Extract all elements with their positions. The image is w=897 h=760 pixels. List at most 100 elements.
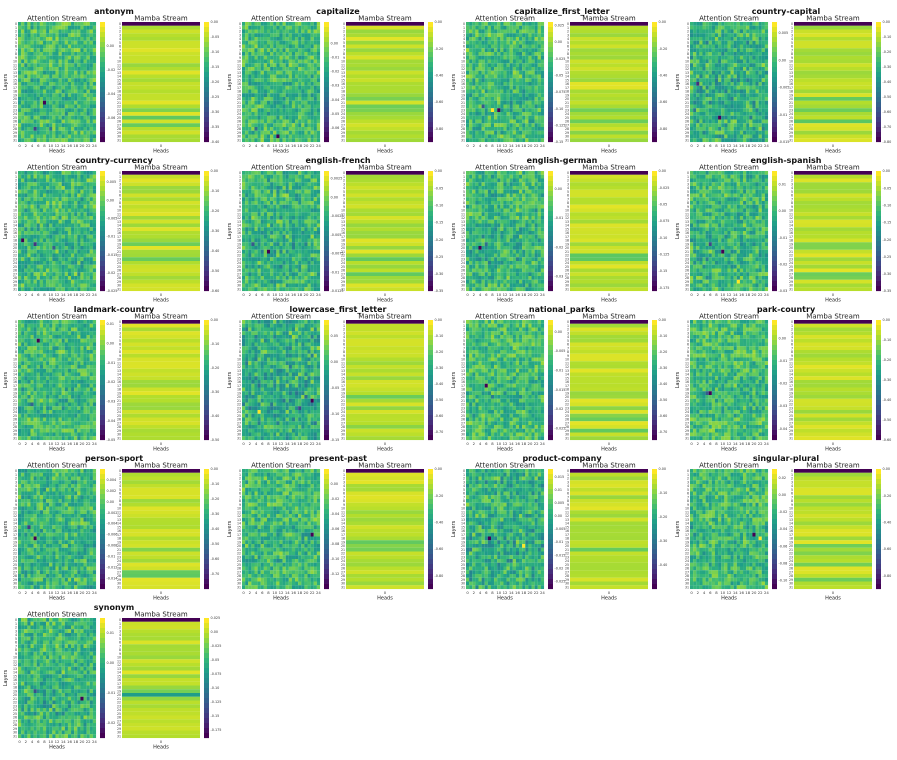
attention-cell: [43, 48, 46, 52]
colorbar-segment: [204, 82, 209, 87]
attention-cell: [254, 138, 257, 142]
attention-cell: [270, 120, 273, 124]
attention-cell: [488, 63, 491, 67]
attention-cell: [532, 30, 535, 34]
attention-cell: [46, 101, 49, 105]
attention-cell: [46, 41, 49, 45]
attention-cell: [519, 22, 522, 26]
attention-cell: [283, 22, 286, 26]
attention-cell: [497, 108, 500, 112]
head-tick-label: 20: [304, 143, 309, 148]
attention-cell: [270, 78, 273, 82]
attention-cell: [27, 101, 30, 105]
attention-cell: [87, 97, 90, 101]
layer-tick-label: 31: [117, 138, 121, 142]
attention-cell: [478, 131, 481, 135]
attention-cell: [248, 56, 251, 60]
attention-cell: [251, 75, 254, 79]
attention-cell: [27, 30, 30, 34]
attention-cell: [491, 78, 494, 82]
attention-cell: [59, 30, 62, 34]
attention-cell: [34, 37, 37, 41]
attention-cell: [52, 37, 55, 41]
attention-cell: [49, 33, 52, 37]
attention-cell: [532, 52, 535, 56]
attention-cell: [541, 37, 544, 41]
attention-cell: [273, 60, 276, 64]
attention-cell: [80, 75, 83, 79]
mamba-cell: [122, 131, 200, 135]
attention-cell: [488, 67, 491, 71]
attention-cell: [510, 101, 513, 105]
attention-cell: [276, 97, 279, 101]
attention-cell: [43, 26, 46, 30]
attention-cell: [62, 22, 65, 26]
attention-cell: [478, 56, 481, 60]
attention-cell: [242, 127, 245, 131]
attention-cell: [62, 33, 65, 37]
attention-cell: [289, 41, 292, 45]
attention-cell: [304, 52, 307, 56]
attention-cell: [507, 90, 510, 94]
attention-cell: [276, 90, 279, 94]
attention-cell: [485, 26, 488, 30]
attention-cell: [532, 105, 535, 109]
attention-cell: [507, 78, 510, 82]
attention-cell: [314, 60, 317, 64]
colorbar-segment: [204, 77, 209, 82]
attention-cell: [62, 116, 65, 120]
attention-cell: [49, 135, 52, 139]
attention-cell: [43, 131, 46, 135]
attention-cell: [485, 37, 488, 41]
attention-cell: [93, 41, 96, 45]
attention-cell: [286, 56, 289, 60]
attention-cell: [93, 52, 96, 56]
colorbar-segment: [204, 132, 209, 137]
attention-cell: [52, 93, 55, 97]
attention-cell: [87, 135, 90, 139]
attention-cell: [84, 48, 87, 52]
attention-cell: [27, 41, 30, 45]
colorbar-segment: [100, 112, 105, 117]
attention-cell: [261, 97, 264, 101]
attention-cell: [55, 63, 58, 67]
head-tick-label: 6: [37, 143, 40, 148]
attention-cell: [466, 33, 469, 37]
attention-cell: [500, 56, 503, 60]
attention-cell: [62, 30, 65, 34]
attention-cell: [245, 60, 248, 64]
attention-cell: [475, 67, 478, 71]
attention-cell: [497, 90, 500, 94]
attention-cell: [513, 131, 516, 135]
attention-cell: [267, 90, 270, 94]
attention-cell: [71, 37, 74, 41]
attention-cell: [267, 60, 270, 64]
attention-cell: [535, 48, 538, 52]
attention-cell: [49, 52, 52, 56]
attention-cell: [513, 22, 516, 26]
colorbar-segment: [324, 87, 329, 92]
attention-cell: [497, 82, 500, 86]
attention-cell: [519, 101, 522, 105]
attention-cell: [308, 52, 311, 56]
attention-cell: [292, 105, 295, 109]
attention-cell: [84, 75, 87, 79]
attention-cell: [475, 138, 478, 142]
attention-cell: [298, 33, 301, 37]
attention-cell: [276, 108, 279, 112]
colorbar-tick-label: -0.25: [211, 95, 220, 99]
attention-cell: [84, 101, 87, 105]
attention-cell: [292, 67, 295, 71]
attention-cell: [301, 138, 304, 142]
attention-cell: [538, 112, 541, 116]
attention-cell: [80, 127, 83, 131]
attention-cell: [283, 71, 286, 75]
attention-cell: [535, 78, 538, 82]
attention-cell: [538, 52, 541, 56]
attention-cell: [513, 30, 516, 34]
attention-cell: [286, 138, 289, 142]
attention-cell: [270, 93, 273, 97]
attention-cell: [289, 131, 292, 135]
attention-x-axis-label: Heads: [49, 149, 65, 155]
attention-cell: [298, 45, 301, 49]
